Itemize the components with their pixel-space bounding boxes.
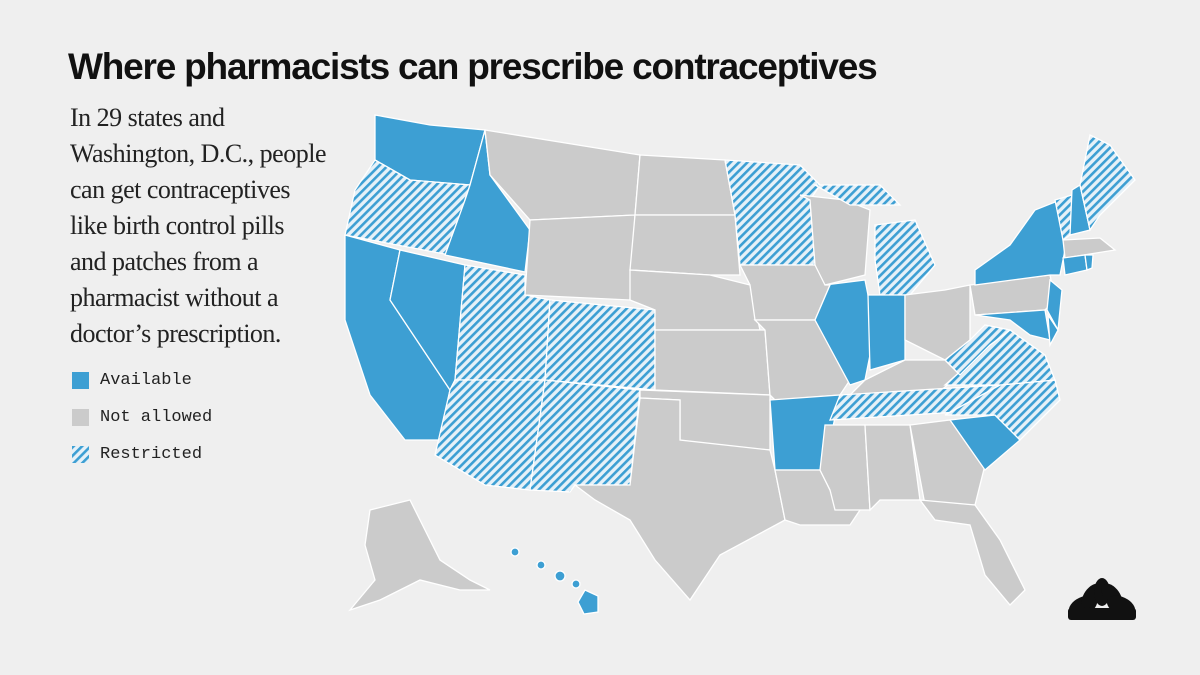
legend-item: Restricted (72, 444, 212, 464)
states (344, 114, 1136, 615)
legend-item: Available (72, 370, 212, 390)
legend-swatch (72, 408, 89, 426)
legend-item: Not allowed (72, 407, 212, 427)
description-line: Washington, D.C., people (70, 139, 327, 168)
title: Where pharmacists can prescribe contrace… (68, 46, 878, 87)
description: In 29 states and Washington, D.C., people… (70, 100, 327, 352)
swatch (72, 371, 89, 389)
description-line: doctor’s prescription. (70, 319, 281, 348)
description-line: can get contraceptives (70, 175, 291, 204)
legend-swatch (72, 445, 89, 463)
legend-label: Not allowed (100, 407, 213, 427)
legend: Available Not allowed Restricted (72, 370, 212, 481)
swatch (72, 408, 89, 426)
legend-label: Restricted (100, 444, 203, 464)
description-line: pharmacist without a (70, 283, 279, 312)
swatch (72, 445, 89, 463)
description-line: In 29 states and (70, 103, 225, 132)
nbc-logo (1068, 578, 1136, 620)
legend-label: Available (100, 370, 192, 390)
description-line: like birth control pills (70, 211, 285, 240)
description-line: and patches from a (70, 247, 259, 276)
legend-swatch (72, 371, 89, 389)
